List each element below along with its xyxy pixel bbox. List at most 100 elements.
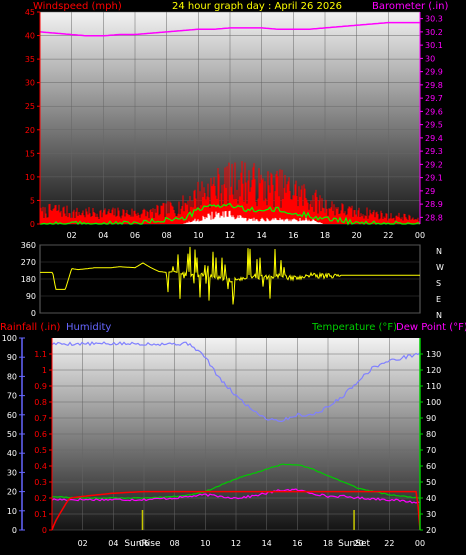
rainfall-series	[51, 490, 421, 531]
temperature-tick-label: 120	[426, 366, 441, 375]
hour-tick-label: 04	[108, 539, 118, 548]
hour-tick-label: 20	[352, 231, 362, 240]
hour-tick-label: 06	[130, 231, 140, 240]
humidity-tick-label: 60	[7, 411, 17, 420]
direction-degree-label: 360	[21, 241, 36, 250]
rainfall-tick-label: 0.8	[34, 398, 47, 407]
hour-tick-label: 16	[292, 539, 302, 548]
compass-label: W	[436, 263, 444, 272]
barometer-tick-label: 29.5	[425, 121, 443, 130]
wind-panel-x-ticks: 02 04 06 08 10 12 14 16 18 20 22 00	[67, 231, 426, 240]
barometer-tick-label: 30.2	[425, 28, 443, 37]
windspeed-tick-label: 30	[25, 79, 35, 88]
rainfall-tick-label: 0.7	[34, 414, 47, 423]
temperature-tick-label: 100	[426, 398, 441, 407]
barometer-tick-label: 29	[425, 187, 435, 196]
temperature-tick-label: 70	[426, 446, 436, 455]
temperature-series	[51, 463, 421, 500]
wind-lull-series	[183, 210, 323, 224]
temperature-tick-label: 20	[426, 526, 436, 535]
humidity-tick-label: 80	[7, 372, 17, 381]
barometer-tick-label: 29.2	[425, 160, 443, 169]
hour-tick-label: 00	[415, 231, 425, 240]
hour-tick-label: 12	[225, 231, 235, 240]
temperature-tick-label: 90	[426, 414, 436, 423]
barometer-tick-label: 28.8	[425, 213, 443, 222]
barometer-tick-label: 29.6	[425, 107, 443, 116]
barometer-tick-label: 29.8	[425, 81, 443, 90]
graph-title: 24 hour graph day : April 26 2026	[172, 1, 342, 12]
hour-tick-label: 10	[193, 231, 203, 240]
barometer-tick-label: 29.4	[425, 134, 443, 143]
direction-degree-label: 90	[26, 292, 36, 301]
temperature-tick-label: 110	[426, 382, 441, 391]
humidity-tick-label: 40	[7, 449, 17, 458]
direction-degree-label: 180	[21, 275, 36, 284]
rainfall-axis-title: Rainfall (.in)	[0, 322, 61, 333]
hour-tick-label: 18	[323, 539, 333, 548]
windspeed-tick-label: 5	[30, 196, 35, 205]
hour-tick-label: 12	[231, 539, 241, 548]
temperature-tick-label: 50	[426, 478, 436, 487]
hour-tick-label: 22	[384, 539, 394, 548]
humidity-tick-label: 50	[7, 430, 17, 439]
direction-degree-label: 270	[21, 258, 36, 267]
wind-panel-series	[39, 21, 421, 226]
climate-panel-x-ticks: 02 04 06 08 10 12 14 16 18 20 22 00	[78, 539, 426, 548]
temperature-tick-label: 30	[426, 510, 436, 519]
barometer-tick-label: 30.3	[425, 15, 443, 24]
barometer-tick-label: 30.1	[425, 41, 443, 50]
humidity-tick-label: 90	[7, 353, 17, 362]
wind-average-series	[40, 202, 421, 226]
windspeed-tick-label: 20	[25, 126, 35, 135]
humidity-tick-label: 20	[7, 488, 17, 497]
windspeed-tick-label: 40	[25, 32, 35, 41]
hour-tick-label: 10	[200, 539, 210, 548]
hour-tick-label: 02	[67, 231, 77, 240]
windspeed-axis-title: Windspeed (mph)	[33, 1, 122, 12]
windspeed-tick-label: 25	[25, 102, 35, 111]
rainfall-tick-labels: 0 0.1 0.2 0.3 0.4 0.5 0.6 0.7 0.8 0.9 1 1.1	[34, 350, 52, 535]
humidity-tick-label: 70	[7, 392, 17, 401]
windspeed-tick-label: 0	[30, 220, 35, 229]
barometer-series	[39, 21, 420, 37]
barometer-tick-labels: 28.8 28.9 29 29.1 29.2 29.3 29.4 29.5 29.6 29.7 29…	[420, 15, 443, 222]
barometer-tick-label: 28.9	[425, 200, 443, 209]
dewpoint-series	[51, 488, 421, 504]
barometer-tick-label: 29.1	[425, 174, 443, 183]
windspeed-tick-label: 45	[25, 8, 35, 17]
hour-tick-label: 02	[78, 539, 88, 548]
hour-tick-label: 20	[354, 539, 364, 548]
hour-tick-label: 22	[383, 231, 393, 240]
windspeed-tick-label: 15	[25, 149, 35, 158]
wind-direction-series	[40, 246, 420, 305]
humidity-axis-title: Humidity	[66, 322, 111, 333]
rainfall-tick-label: 0.5	[34, 446, 47, 455]
temperature-tick-label: 130	[426, 350, 441, 359]
barometer-tick-label: 29.7	[425, 94, 443, 103]
direction-degree-labels: 0 90 180 270 360	[21, 241, 36, 318]
barometer-tick-label: 30	[425, 54, 435, 63]
humidity-tick-label: 100	[2, 334, 17, 343]
compass-label: E	[436, 295, 441, 304]
rainfall-tick-label: 1	[42, 366, 47, 375]
barometer-axis-title: Barometer (.in)	[372, 1, 448, 12]
sun-markers	[141, 510, 355, 530]
temperature-tick-label: 60	[426, 462, 436, 471]
humidity-tick-label: 10	[7, 507, 17, 516]
compass-label: S	[436, 279, 441, 288]
barometer-tick-label: 29.9	[425, 68, 443, 77]
rainfall-tick-label: 0.3	[34, 478, 47, 487]
hour-tick-label: 08	[162, 231, 172, 240]
direction-degree-label: 0	[31, 309, 36, 318]
hour-tick-label: 00	[415, 539, 425, 548]
hour-tick-label: 14	[257, 231, 267, 240]
hour-tick-label: 14	[262, 539, 272, 548]
hour-tick-label: 16	[288, 231, 298, 240]
windspeed-tick-label: 35	[25, 55, 35, 64]
humidity-tick-label: 30	[7, 468, 17, 477]
temperature-tick-labels: 20 30 40 50 60 70 80 90 100 110 120 130	[420, 350, 441, 535]
temperature-tick-label: 40	[426, 494, 436, 503]
hour-tick-label: 08	[170, 539, 180, 548]
